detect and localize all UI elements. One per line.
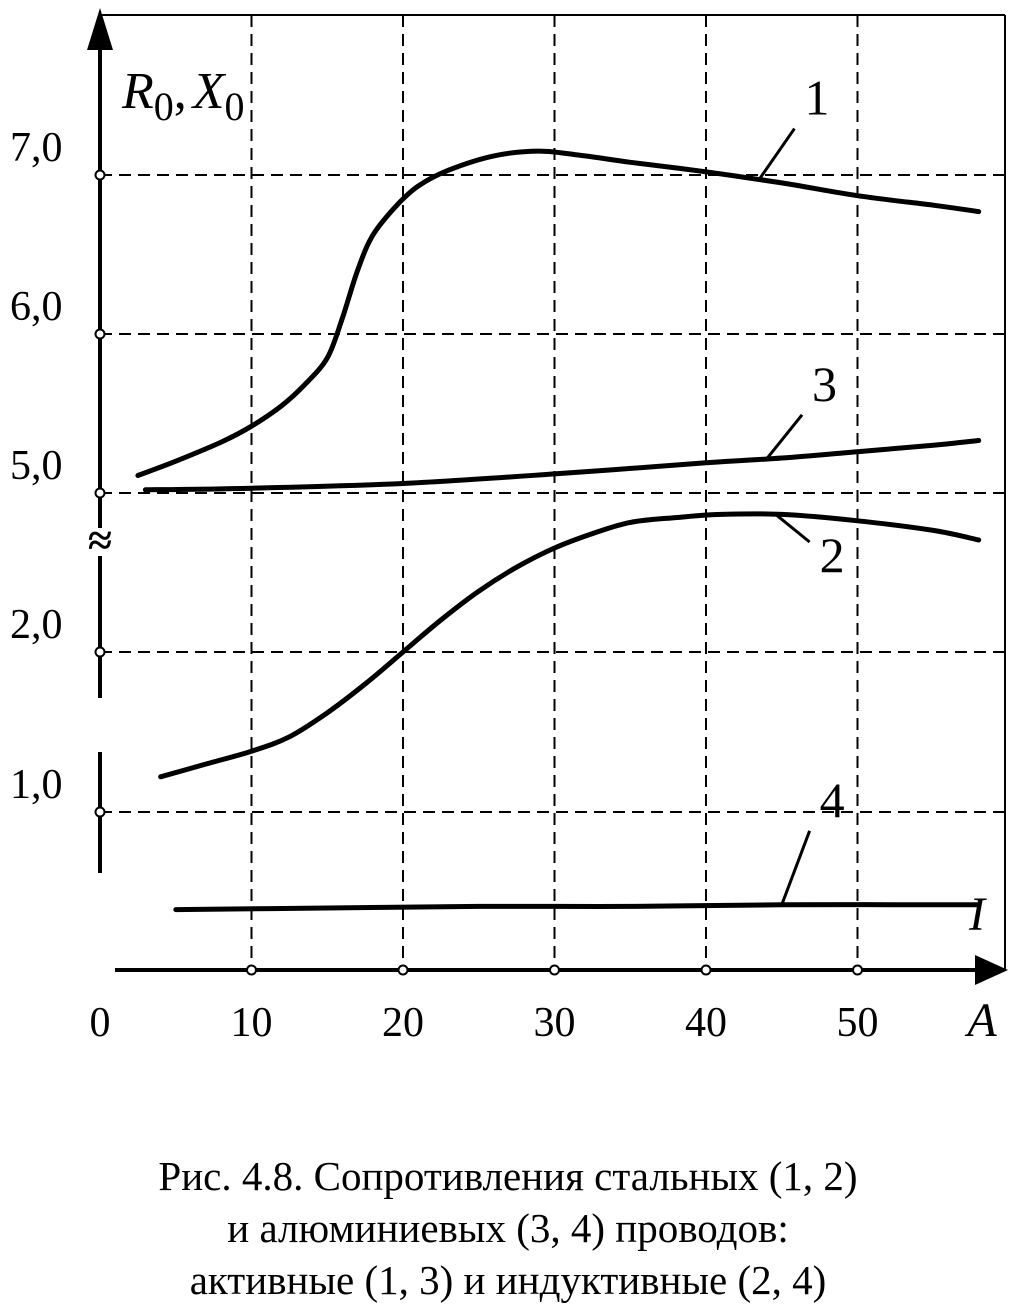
y-axis-title-r-sub: 0 [154,84,174,129]
series-1-line [135,148,982,478]
x-tick-label-10: 10 [231,1000,273,1046]
series-1-label: 1 [804,70,829,126]
caption-line-2: и алюминиевых (3, 4) проводов: [227,1205,789,1251]
series-3-label: 3 [812,356,837,412]
x-tick-label-40: 40 [685,1000,727,1046]
series-group [135,127,982,913]
y-axis-arrow [87,8,113,50]
y-axis-break-symbol: ≈ [88,516,112,565]
y-tick-marker-2,0 [94,646,106,658]
x-tick-marker-10 [246,964,257,976]
y-axis-title-r: R [121,63,154,120]
caption-line-1: Рис. 4.8. Сопротивления стальных (1, 2) [158,1153,858,1199]
series-2-line [158,511,982,780]
y-tick-marker-7,0 [94,169,106,181]
y-tick-label-7,0: 7,0 [10,125,63,171]
y-tick-marker-5,0 [94,487,106,499]
y-tick-marker-6,0 [94,328,106,340]
x-tick-marker-20 [397,964,409,976]
y-tick-label-6,0: 6,0 [10,284,63,330]
x-tick-marker-40 [700,964,712,976]
x-tick-label-20: 20 [382,1000,424,1046]
y-tick-label-1,0: 1,0 [10,762,63,808]
caption-line-3: активные (1, 3) и индуктивные (2, 4) [189,1257,827,1303]
series-2-leader [774,513,811,544]
y-axis-title-x: X [191,63,227,120]
figure-caption: Рис. 4.8. Сопротивления стальных (1, 2) … [0,1150,1016,1306]
x-tick-marker-30 [549,964,560,976]
y-axis-title-sep: , [174,63,187,120]
series-2-label: 2 [820,527,845,583]
series-3-leader [765,413,804,460]
series-4-leader [780,830,812,906]
x-tick-label-0: 0 [90,1000,111,1046]
y-tick-marker-1,0 [94,806,106,818]
series-4-line [173,902,982,913]
current-label: I [968,888,987,941]
labels-group: 1 2 3 4 [804,70,844,828]
x-axis-title: A [964,994,997,1047]
series-1-leader [757,127,796,181]
x-tick-label-30: 30 [534,1000,576,1046]
series-4-label: 4 [820,772,845,828]
y-axis-title-x-sub: 0 [225,84,245,129]
x-tick-label-50: 50 [837,1000,879,1046]
series-3-line [142,438,982,493]
y-tick-label-2,0: 2,0 [10,602,63,648]
x-axis-arrow [975,955,1008,985]
y-tick-label-5,0: 5,0 [10,443,63,489]
x-tick-marker-50 [852,964,863,976]
y-axis-title: R0, X0 [121,63,245,129]
grid-lines [100,14,1006,970]
